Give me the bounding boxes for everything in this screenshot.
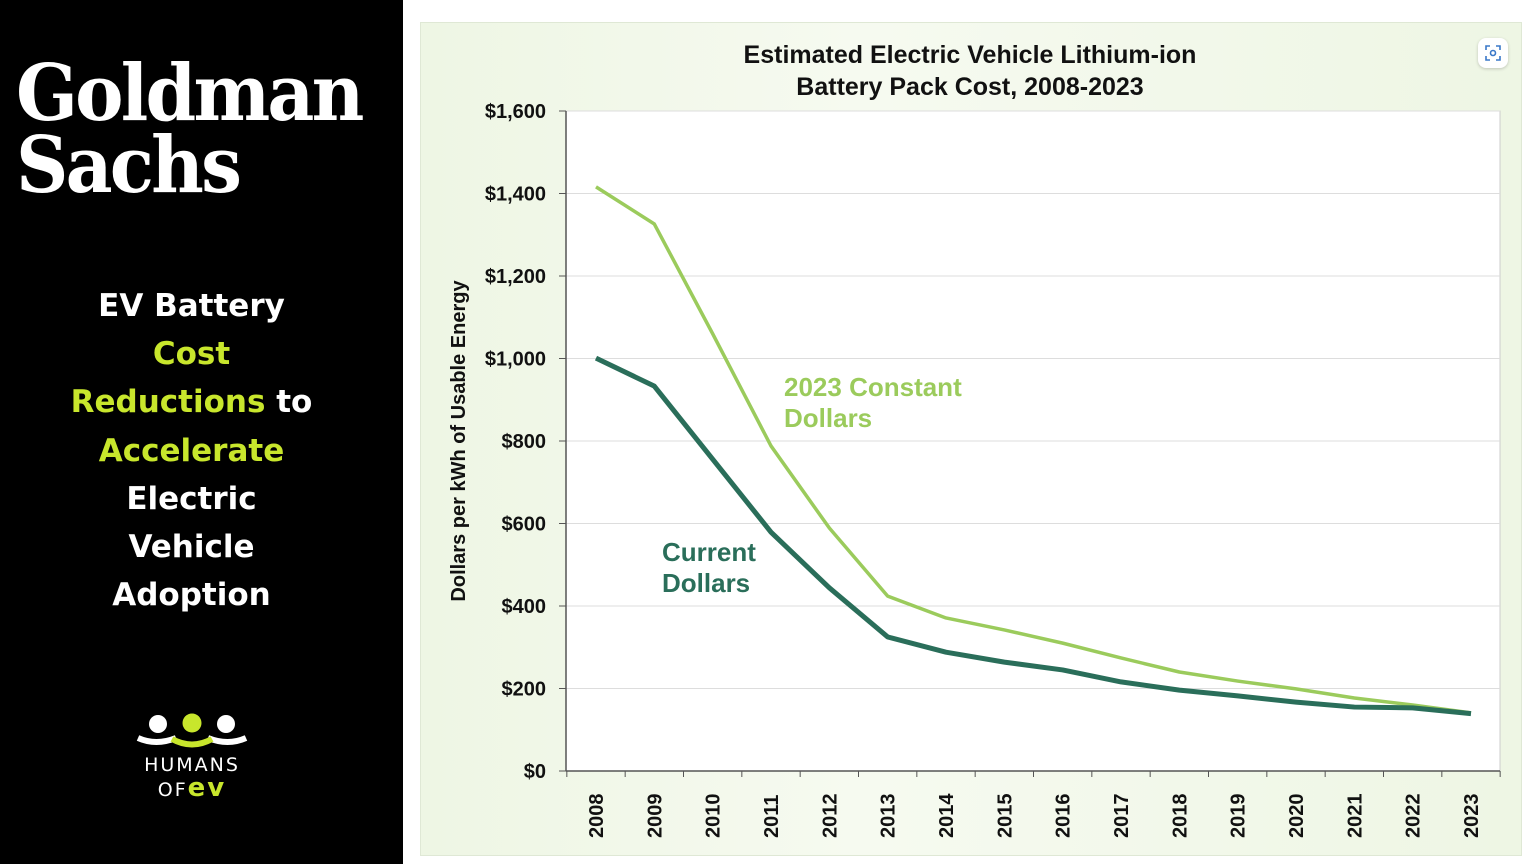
series-line-0 [595, 185, 1472, 715]
y-tick-label: $1,000 [485, 349, 546, 371]
headline-word: Vehicle [128, 529, 255, 566]
headline-word: Electric [126, 480, 257, 517]
headline-word: Accelerate [98, 432, 285, 469]
x-tick-label: 2017 [1111, 794, 1133, 839]
y-tick-label: $1,600 [485, 101, 546, 123]
goldman-sachs-logo: Goldman Sachs [16, 48, 364, 211]
x-tick-label: 2018 [1169, 794, 1191, 839]
headline-word: Reductions [70, 384, 266, 421]
chart-title-line2: Battery Pack Cost, 2008-2023 [796, 73, 1143, 101]
headline-line: Adoption [0, 571, 383, 619]
brand-ev: ev [187, 773, 227, 803]
x-tick-label: 2009 [644, 794, 666, 839]
y-tick-label: $400 [502, 596, 547, 618]
x-tick-label: 2022 [1403, 794, 1425, 839]
y-axis-label: Dollars per kWh of Usable Energy [448, 280, 470, 602]
headline-line: Electric [0, 475, 383, 523]
x-tick-label: 2023 [1461, 794, 1483, 839]
y-tick-label: $1,200 [485, 266, 546, 288]
x-tick-label: 2019 [1228, 794, 1250, 839]
x-tick-label: 2013 [878, 794, 900, 839]
headline-word: Adoption [112, 577, 271, 614]
headline-word: Cost [152, 336, 231, 373]
x-tick-label: 2012 [819, 794, 841, 839]
sidebar: Goldman Sachs EV Battery Cost Reductions t… [0, 0, 403, 864]
brand-line1: HUMANS [144, 754, 240, 776]
headline-word: to [265, 384, 313, 421]
y-tick-label: $1,400 [485, 184, 546, 206]
x-tick-label: 2014 [936, 793, 958, 838]
y-tick-label: $600 [502, 514, 547, 536]
humans-of-ev-logo: HUMANS OFev [136, 712, 248, 802]
headline-line: EV Battery [0, 282, 383, 330]
x-tick-label: 2010 [703, 794, 725, 839]
series-label: 2023 Constant [784, 372, 962, 402]
headline-word: EV Battery [98, 288, 285, 324]
x-tick-label: 2008 [586, 794, 608, 839]
y-tick-label: $0 [524, 761, 546, 783]
y-tick-label: $800 [502, 431, 547, 453]
x-tick-label: 2021 [1344, 794, 1366, 839]
headline: EV Battery Cost Reductions to Accelerate Ele… [0, 282, 383, 619]
series-label: Dollars [662, 568, 750, 598]
people-icon [136, 713, 248, 748]
series-line-1 [594, 355, 1472, 717]
series-label: Dollars [784, 403, 872, 433]
expand-button[interactable] [1478, 38, 1508, 68]
x-tick-label: 2016 [1053, 794, 1075, 839]
headline-line: Vehicle [0, 523, 383, 571]
scan-icon [1485, 45, 1501, 61]
y-tick-label: $200 [502, 679, 547, 701]
brand-line2: OF [157, 779, 188, 801]
headline-line: Cost [0, 330, 383, 378]
headline-line: Accelerate [0, 427, 383, 475]
x-tick-label: 2020 [1286, 794, 1308, 839]
chart-title-line1: Estimated Electric Vehicle Lithium-ion [744, 41, 1197, 69]
logo-line: Goldman [16, 48, 364, 139]
headline-line: Reductions to [0, 378, 383, 426]
x-tick-label: 2011 [761, 795, 783, 838]
x-tick-label: 2015 [994, 794, 1016, 839]
logo-line: Sachs [16, 120, 242, 211]
series-label: Current [662, 537, 756, 567]
